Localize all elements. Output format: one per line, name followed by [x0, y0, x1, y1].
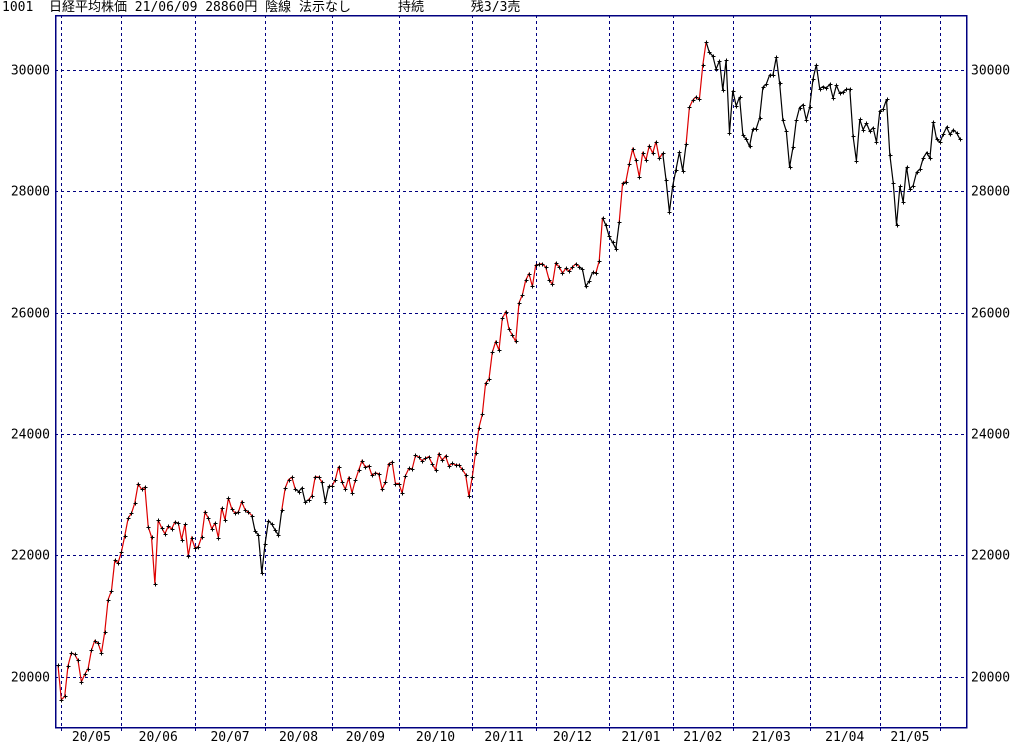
x-axis-label: 20/12 — [553, 730, 592, 745]
y-axis-label-left: 24000 — [11, 428, 50, 443]
price-line-long — [592, 217, 604, 274]
x-axis-label: 21/03 — [752, 730, 791, 745]
x-grid — [61, 15, 941, 731]
x-axis-label: 20/07 — [210, 730, 249, 745]
price-line-flat — [294, 486, 309, 504]
price-line-flat — [705, 41, 961, 226]
plot-border — [54, 14, 968, 729]
price-line-long — [685, 41, 707, 145]
price-line-long — [281, 476, 296, 510]
y-axis-label-right: 26000 — [971, 307, 1010, 322]
x-axis-label: 21/01 — [621, 730, 660, 745]
data-point-marker — [56, 40, 963, 703]
x-axis-label: 20/09 — [346, 730, 385, 745]
price-line-long — [57, 482, 253, 702]
price-line — [57, 41, 961, 702]
x-axis-label: 21/02 — [683, 730, 722, 745]
price-line-flat — [662, 144, 687, 212]
y-axis-label-left: 22000 — [11, 549, 50, 564]
price-line-long — [328, 261, 580, 497]
price-line-flat — [601, 217, 620, 251]
x-axis-labels: 20/05 20/06 20/07 20/08 20/09 20/10 20/11 20/12… — [72, 730, 930, 745]
price-line-flat — [251, 509, 283, 574]
x-axis-label: 20/11 — [484, 730, 523, 745]
x-axis-label: 20/08 — [279, 730, 318, 745]
y-axis-label-left: 30000 — [11, 64, 50, 79]
y-axis-label-right: 30000 — [971, 64, 1010, 79]
y-axis-label-right: 24000 — [971, 428, 1010, 443]
price-line-long — [618, 141, 664, 223]
x-axis-label: 20/10 — [416, 730, 455, 745]
x-axis-label: 20/06 — [139, 730, 178, 745]
y-axis-label-left: 28000 — [11, 185, 50, 200]
y-axis-label-left: 20000 — [11, 671, 50, 686]
x-axis-label: 20/05 — [72, 730, 111, 745]
x-axis-label: 21/04 — [825, 730, 864, 745]
y-axis-labels-right: 20000 22000 24000 26000 28000 30000 — [971, 64, 1010, 686]
y-axis-label-right: 20000 — [971, 671, 1010, 686]
y-axis-labels-left: 20000 22000 24000 26000 28000 30000 — [11, 64, 50, 686]
y-axis-label-right: 28000 — [971, 185, 1010, 200]
price-line-flat — [321, 481, 330, 503]
plot-border-rect — [54, 14, 968, 729]
chart-title-bar: 1001 日経平均株価 21/06/09 28860円 陰線 法示なし 持続 残… — [2, 0, 521, 15]
y-axis-label-right: 22000 — [971, 549, 1010, 564]
y-grid — [55, 70, 966, 678]
data-point-markers — [56, 40, 963, 703]
x-axis-label: 21/05 — [890, 730, 929, 745]
y-axis-label-left: 26000 — [11, 307, 50, 322]
